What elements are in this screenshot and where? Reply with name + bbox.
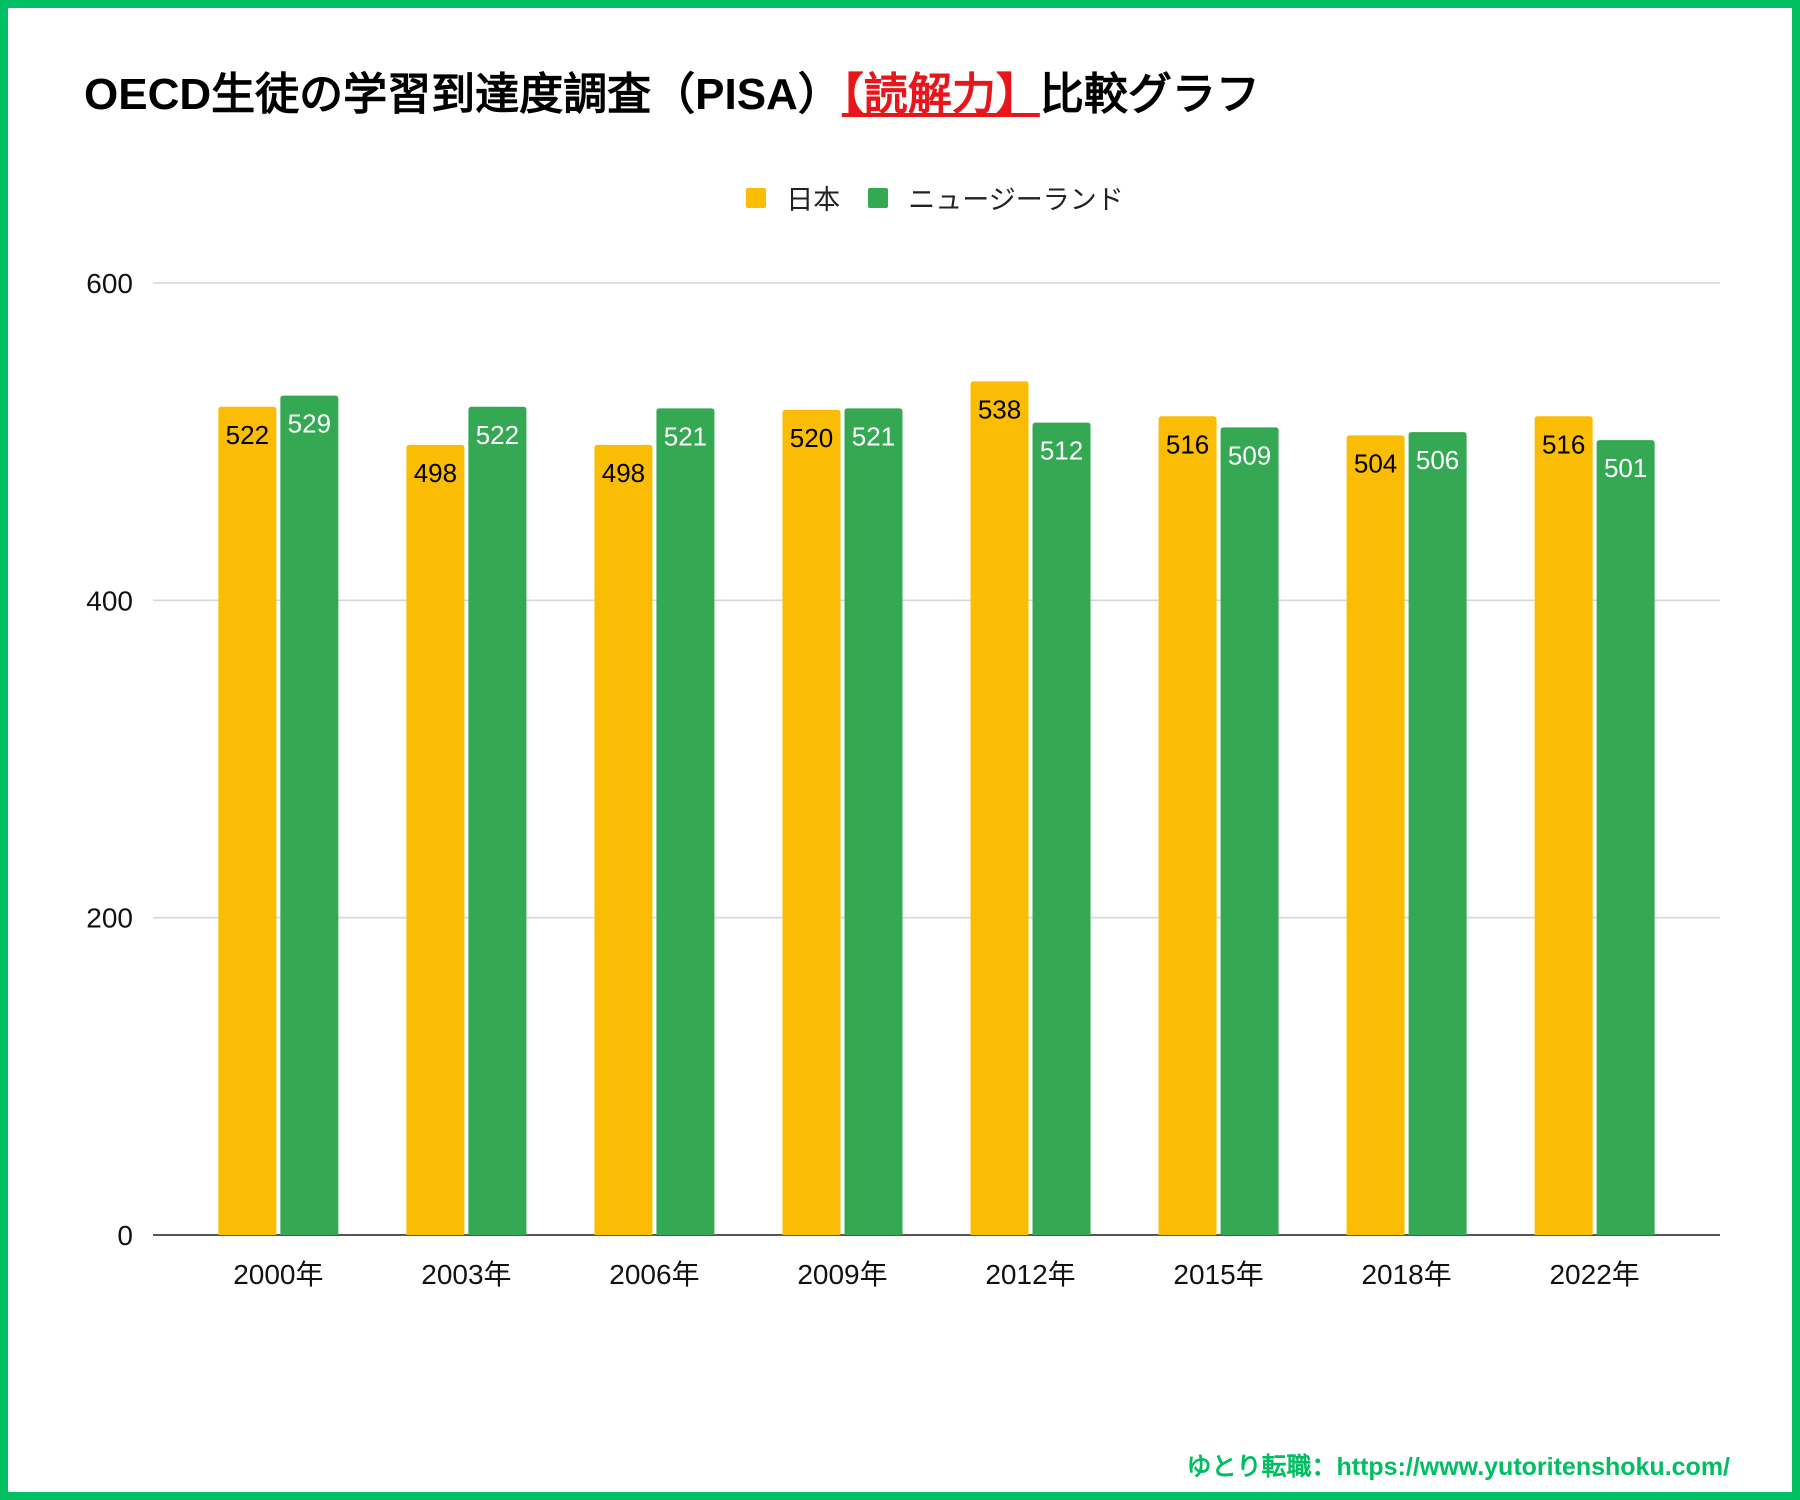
data-label-japan: 498 — [602, 458, 645, 488]
legend-swatch-japan — [746, 187, 767, 208]
data-label-new-zealand: 501 — [1604, 453, 1647, 483]
chart-title: OECD生徒の学習到達度調査（PISA）【読解力】比較グラフ — [84, 58, 1260, 122]
x-tick-label: 2003年 — [421, 1259, 511, 1290]
bar-japan — [594, 444, 653, 1236]
y-tick-label: 600 — [86, 268, 133, 299]
bar-japan — [218, 406, 277, 1235]
x-tick-label: 2018年 — [1361, 1259, 1451, 1290]
x-tick-label: 2015年 — [1173, 1259, 1263, 1290]
bar-new-zealand — [1220, 427, 1279, 1235]
x-tick-label: 2012年 — [985, 1259, 1075, 1290]
bar-japan — [1346, 435, 1405, 1235]
y-tick-label: 400 — [86, 585, 133, 616]
data-label-japan: 498 — [414, 458, 457, 488]
x-tick-label: 2022年 — [1549, 1259, 1639, 1290]
x-tick-label: 2000年 — [233, 1259, 323, 1290]
footer-credit: ゆとり転職：https://www.yutoritenshoku.com/ — [1186, 1453, 1730, 1481]
data-label-new-zealand: 529 — [288, 409, 331, 439]
title-highlight: 【読解力】 — [841, 70, 1040, 119]
data-label-new-zealand: 509 — [1228, 440, 1271, 470]
data-label-new-zealand: 521 — [664, 421, 707, 451]
legend-label-new-zealand: ニュージーランド — [908, 185, 1124, 215]
data-label-japan: 522 — [226, 420, 269, 450]
data-label-new-zealand: 512 — [1040, 436, 1083, 466]
data-label-japan: 516 — [1166, 429, 1209, 459]
bar-new-zealand — [1596, 440, 1655, 1236]
legend-label-japan: 日本 — [786, 185, 841, 215]
bar-new-zealand — [656, 408, 715, 1235]
bar-japan — [1534, 416, 1593, 1235]
legend-item-japan: 日本 — [746, 178, 840, 217]
legend-item-new-zealand: ニュージーランド — [868, 178, 1124, 217]
data-label-japan: 538 — [978, 394, 1021, 424]
bar-japan — [1158, 416, 1217, 1235]
bar-new-zealand — [1032, 422, 1091, 1235]
x-tick-label: 2006年 — [609, 1259, 699, 1290]
data-label-new-zealand: 506 — [1416, 445, 1459, 475]
legend: 日本 ニュージーランド — [0, 178, 1800, 217]
title-prefix: OECD生徒の学習到達度調査（PISA） — [84, 70, 842, 119]
legend-swatch-new-zealand — [868, 187, 889, 208]
bar-new-zealand — [280, 395, 339, 1235]
x-tick-label: 2009年 — [797, 1259, 887, 1290]
y-tick-label: 0 — [117, 1220, 133, 1251]
bar-japan — [406, 444, 465, 1236]
data-label-japan: 504 — [1354, 448, 1397, 478]
bar-japan — [970, 381, 1029, 1236]
data-label-japan: 516 — [1542, 429, 1585, 459]
bar-japan — [782, 409, 841, 1235]
title-suffix: 比較グラフ — [1039, 70, 1260, 119]
bar-new-zealand — [1408, 432, 1467, 1235]
data-label-new-zealand: 521 — [852, 421, 895, 451]
data-label-new-zealand: 522 — [476, 420, 519, 450]
data-label-japan: 520 — [790, 423, 833, 453]
bar-new-zealand — [468, 406, 527, 1235]
bar-new-zealand — [844, 408, 903, 1235]
y-tick-label: 200 — [86, 903, 133, 934]
